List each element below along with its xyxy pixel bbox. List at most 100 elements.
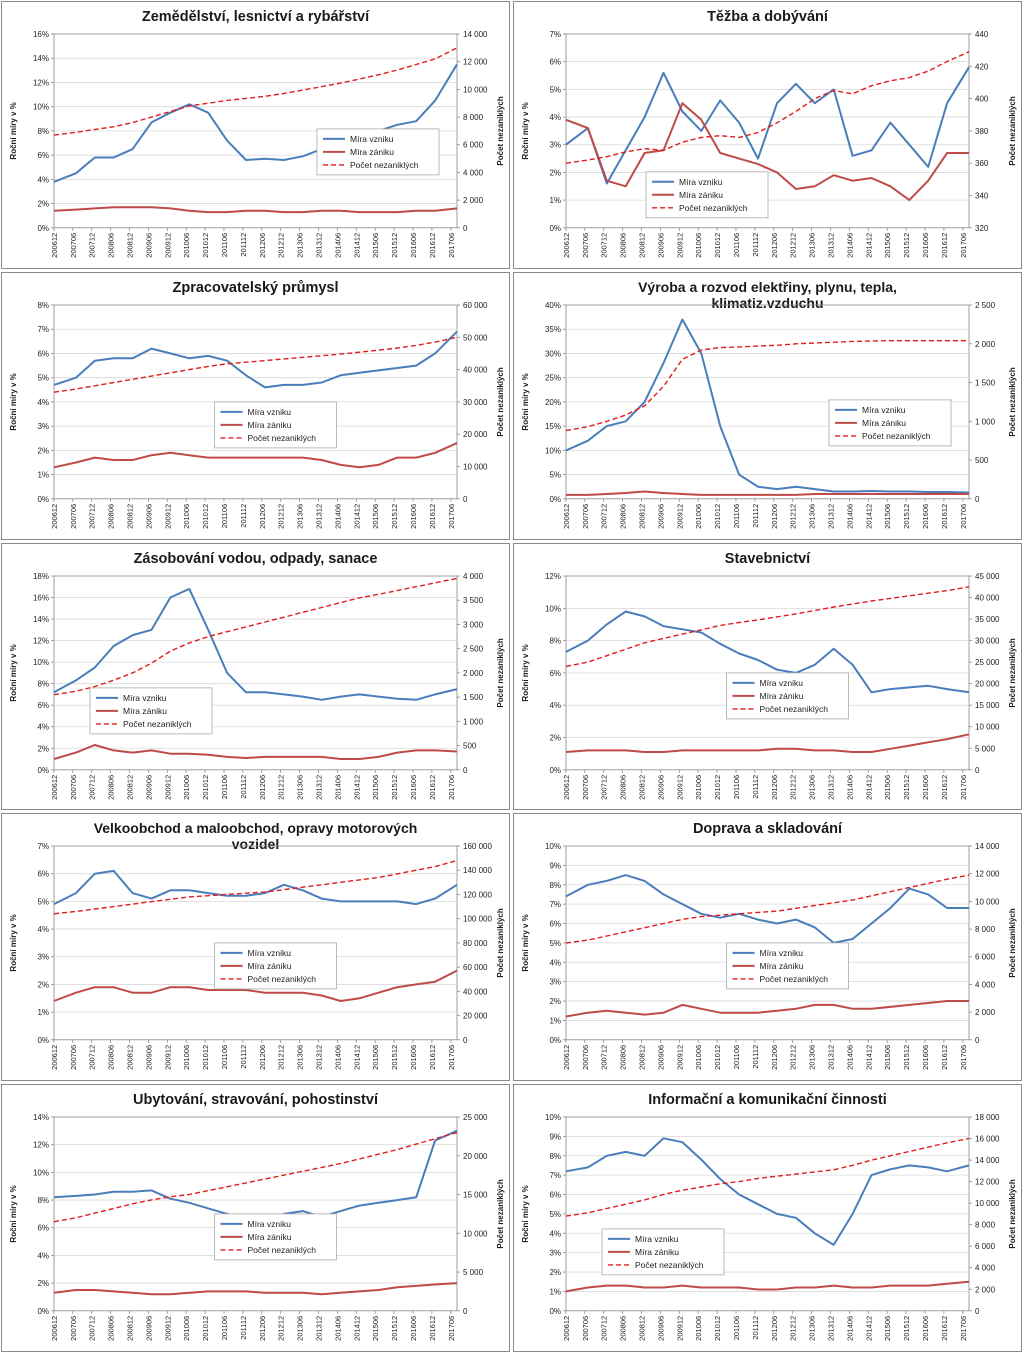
y-tick-label: 7% (549, 1171, 561, 1180)
legend-entry: Míra zániku (350, 147, 394, 157)
x-tick-label: 200912 (675, 1045, 684, 1070)
x-tick-label: 200812 (125, 1045, 134, 1070)
x-tick-label: 201112 (239, 504, 248, 528)
y2-tick-label: 0 (463, 224, 468, 233)
legend-entry: Počet nezaniklých (760, 974, 829, 984)
legend-entry: Míra vzniku (248, 407, 292, 417)
x-tick-label: 201406 (333, 1045, 342, 1070)
x-tick-label: 201612 (428, 233, 437, 258)
legend-entry: Míra zániku (248, 961, 292, 971)
legend-entry: Počet nezaniklých (760, 703, 829, 713)
y-tick-label: 0% (37, 1036, 49, 1045)
x-tick-label: 200906 (144, 1045, 153, 1070)
x-tick-label: 201706 (447, 1316, 456, 1341)
chart-panel: Zpracovatelský průmysl 0% 1% 2% 3% 4% 5% 6% 7% 8%… (1, 271, 510, 540)
y-tick-label: 5% (549, 939, 561, 948)
y-tick-label: 9% (549, 1133, 561, 1142)
x-tick-label: 201012 (713, 233, 722, 258)
x-tick-label: 200612 (50, 1316, 59, 1341)
x-tick-label: 200812 (125, 774, 134, 799)
y2-tick-label: 4 000 (975, 1264, 996, 1273)
y-tick-label: 7% (549, 901, 561, 910)
y-tick-label: 14% (33, 54, 49, 63)
legend: Míra vzniku Míra zániku Počet nezaniklých (214, 942, 337, 990)
x-tick-label: 201206 (770, 504, 779, 529)
x-tick-label: 201306 (296, 774, 305, 799)
x-tick-label: 201006 (694, 233, 703, 258)
x-tick-label: 200612 (562, 1316, 571, 1341)
series-line-vznik (565, 610, 970, 693)
y2-tick-label: 8 000 (463, 113, 484, 122)
y-axis-label: Roční míry v % (9, 1185, 18, 1242)
x-tick-label: 201412 (864, 504, 873, 529)
x-tick-label: 200906 (144, 774, 153, 799)
y-tick-label: 1% (37, 470, 49, 479)
chart-svg: Doprava a skladování 0% 1% 2% 3% 4% 5% 6% 7% 8% 9%… (521, 821, 1017, 1070)
x-tick-label: 201312 (315, 504, 324, 529)
y-tick-label: 3% (549, 1249, 561, 1258)
x-tick-label: 201312 (827, 1316, 836, 1341)
chart-svg: Ubytování, stravování, pohostinství 0% 2% 4… (9, 1092, 505, 1341)
x-tick-label: 200712 (600, 1045, 609, 1070)
x-tick-label: 201306 (808, 1045, 817, 1070)
x-tick-label: 201412 (352, 1045, 361, 1070)
y2-tick-label: 14 000 (463, 30, 488, 39)
y2-tick-label: 10 000 (975, 898, 1000, 907)
x-tick-label: 200806 (619, 1316, 628, 1341)
x-tick-label: 201506 (371, 233, 380, 258)
x-tick-label: 200906 (656, 774, 665, 799)
series-line-zanik (565, 732, 970, 753)
y-tick-label: 2% (37, 200, 49, 209)
x-tick-label: 200806 (619, 504, 628, 529)
x-tick-label: 201112 (751, 504, 760, 528)
x-tick-label: 201212 (277, 504, 286, 529)
chart-svg: Zpracovatelský průmysl 0% 1% 2% 3% 4% 5% 6% 7% 8%… (9, 280, 505, 529)
y2-tick-label: 35 000 (975, 615, 1000, 624)
series-line-zanik (53, 970, 458, 1003)
x-tick-label: 200812 (125, 1316, 134, 1341)
y2-tick-label: 2 000 (975, 340, 996, 349)
y2-tick-label: 0 (975, 495, 980, 504)
x-tick-label: 201206 (770, 233, 779, 258)
series-line-zanik (53, 206, 458, 214)
y2-tick-label: 0 (975, 765, 980, 774)
chart-title: Stavebnictví (725, 551, 811, 567)
y2-tick-label: 120 000 (463, 891, 492, 900)
series-line-vznik (565, 874, 969, 945)
y2-tick-label: 420 (975, 62, 989, 71)
x-tick-label: 200612 (50, 774, 59, 799)
x-tick-label: 201706 (447, 233, 456, 258)
y2-tick-label: 80 000 (463, 939, 488, 948)
chart-title: Těžba a dobývání (707, 9, 829, 25)
y2-tick-label: 12 000 (975, 870, 1000, 879)
x-tick-label: 201006 (694, 504, 703, 529)
y-tick-label: 6% (549, 58, 561, 67)
legend-entry: Míra vzniku (862, 405, 906, 415)
y2-tick-label: 15 000 (463, 1191, 488, 1200)
y2-tick-label: 12 000 (975, 1178, 1000, 1187)
x-tick-label: 201606 (921, 504, 930, 529)
x-tick-label: 201606 (921, 774, 930, 799)
x-tick-label: 201412 (864, 233, 873, 258)
x-tick-label: 201612 (428, 1316, 437, 1341)
x-tick-label: 201106 (732, 1316, 741, 1340)
y-tick-label: 3% (37, 422, 49, 431)
y-tick-label: 12% (33, 1141, 49, 1150)
x-tick-label: 201512 (390, 233, 399, 258)
x-tick-label: 200812 (125, 504, 134, 529)
chart-title: Ubytování, stravování, pohostinství (133, 1092, 379, 1108)
y2-tick-label: 10 000 (463, 1229, 488, 1238)
x-tick-label: 201512 (902, 504, 911, 529)
y-tick-label: 10% (545, 1113, 561, 1122)
y-tick-label: 2% (37, 1279, 49, 1288)
chart-title: Doprava a skladování (693, 821, 843, 837)
y2-tick-label: 360 (975, 159, 989, 168)
x-tick-label: 200712 (88, 1045, 97, 1070)
series-line-zanik (53, 441, 458, 469)
x-tick-label: 200912 (675, 1316, 684, 1341)
x-tick-label: 201606 (409, 1045, 418, 1070)
x-tick-label: 201012 (713, 504, 722, 529)
legend: Míra vzniku Míra zániku Počet nezaniklých (214, 1213, 337, 1261)
chart-title: Velkoobchod a maloobchod, opravy motorov… (94, 820, 418, 836)
x-tick-label: 201412 (352, 1316, 361, 1341)
